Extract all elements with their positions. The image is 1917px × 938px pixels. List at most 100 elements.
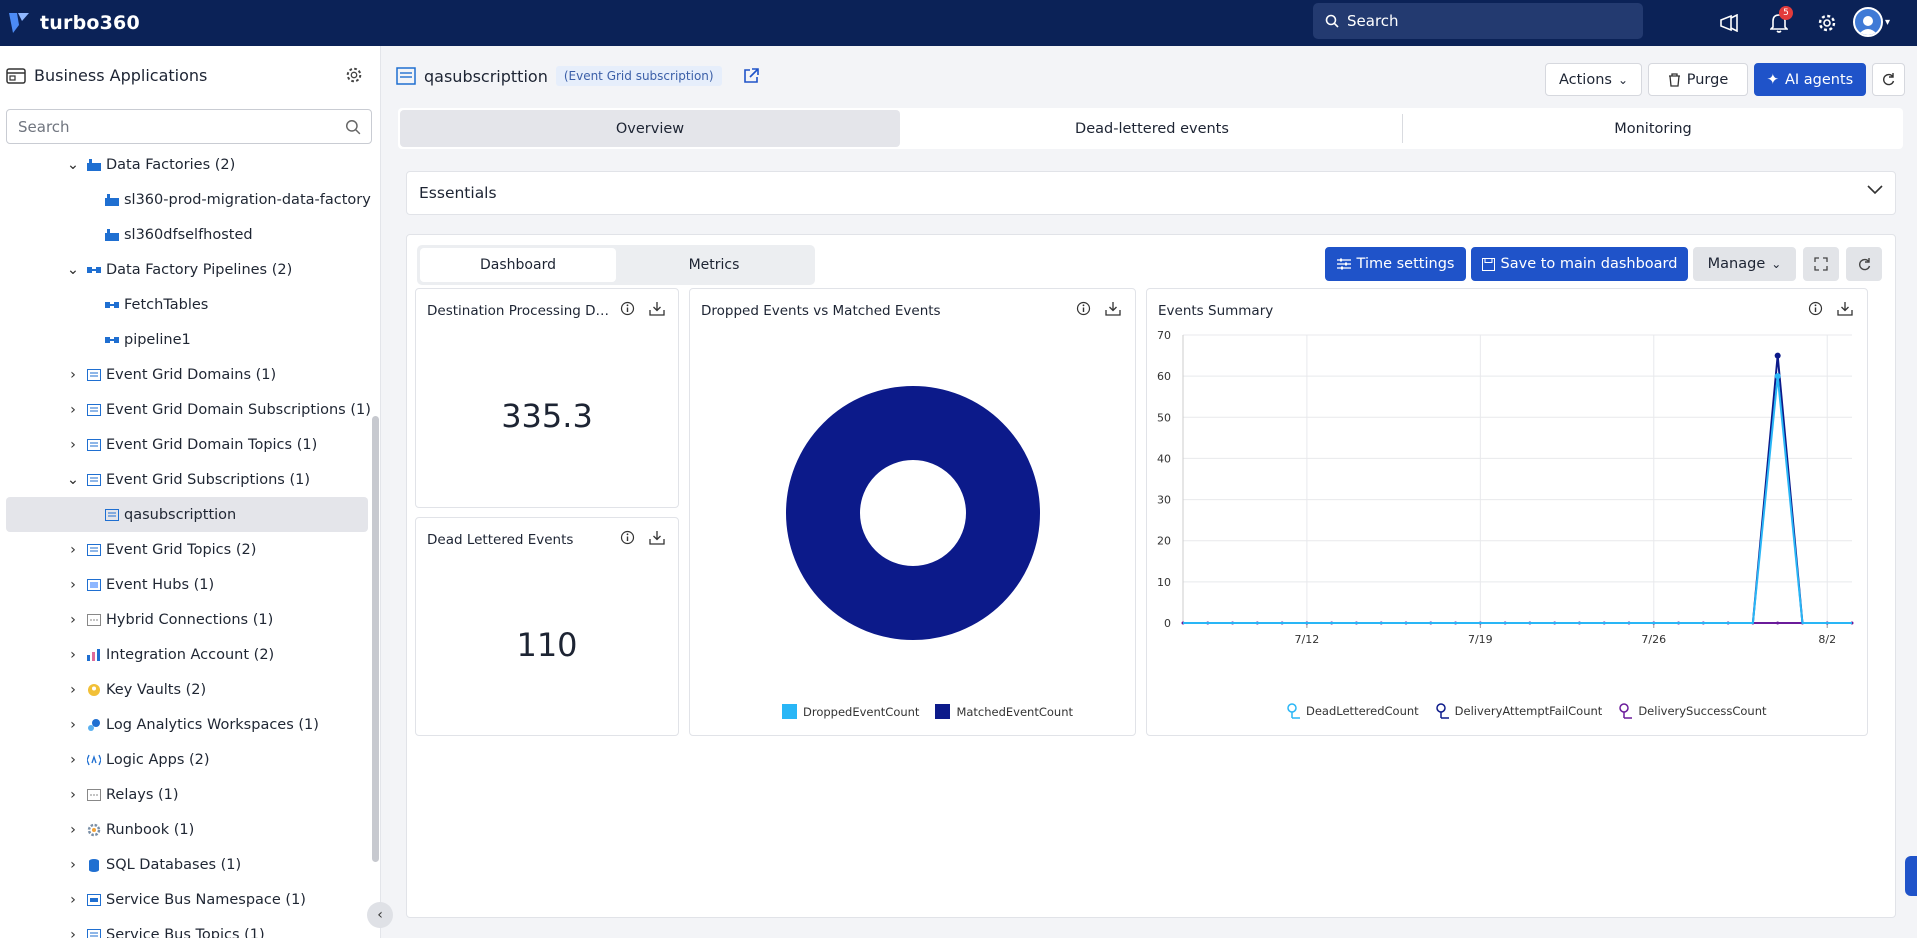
dead-lettered-events-card: Dead Lettered Events 110 (415, 517, 679, 736)
sidebar-search-input[interactable]: Search (6, 109, 372, 144)
actions-dropdown[interactable]: Actions ⌄ (1545, 63, 1642, 96)
time-settings-button[interactable]: Time settings (1325, 247, 1466, 281)
tab-divider (1402, 114, 1403, 143)
notifications-button[interactable]: 5 (1764, 6, 1794, 38)
tree-item-data-factories[interactable]: ⌄ Data Factories (2) (66, 147, 235, 182)
chevron-right-icon[interactable]: › (70, 821, 76, 838)
tree-item-data-factory-pipelines[interactable]: ⌄ Data Factory Pipelines (2) (66, 252, 292, 287)
sidebar-settings-button[interactable] (345, 66, 363, 88)
save-to-main-dashboard-button[interactable]: Save to main dashboard (1471, 247, 1688, 281)
tree-item-relays[interactable]: › Relays (1) (66, 777, 178, 812)
tree-item-pipeline1[interactable]: pipeline1 (98, 322, 191, 357)
chevron-right-icon[interactable]: › (70, 541, 76, 558)
legend-label-matched: MatchedEventCount (956, 704, 1073, 719)
chevron-right-icon[interactable]: › (70, 576, 76, 593)
tree-item-hybrid-connections[interactable]: › Hybrid Connections (1) (66, 602, 273, 637)
tab-dead-lettered-events[interactable]: Dead-lettered events (1075, 120, 1229, 137)
chevron-right-icon[interactable]: › (70, 856, 76, 873)
chevron-right-icon[interactable]: › (70, 436, 76, 453)
tree-item-service-bus-topics[interactable]: › Service Bus Topics (1) (66, 917, 265, 938)
chevron-down-icon[interactable]: ⌄ (66, 156, 80, 173)
chevron-down-icon[interactable]: ⌄ (66, 261, 80, 278)
service-bus-icon (86, 928, 102, 938)
event-grid-icon (104, 508, 120, 522)
refresh-button[interactable] (1872, 63, 1905, 96)
tab-overview[interactable]: Overview (400, 110, 900, 147)
card-actions (1076, 301, 1121, 320)
tree-item-event-grid-domain-subscriptions[interactable]: › Event Grid Domain Subscriptions (1) (66, 392, 371, 427)
app-logo[interactable]: turbo360 (8, 11, 140, 35)
user-avatar-button[interactable]: ▾ (1853, 4, 1891, 40)
info-icon[interactable] (1076, 301, 1091, 320)
side-panel-toggle[interactable] (1905, 856, 1917, 896)
tree-item-service-bus-namespace[interactable]: › Service Bus Namespace (1) (66, 882, 306, 917)
tree-item-label: Service Bus Topics (1) (106, 926, 265, 938)
resource-tabs: Overview Dead-lettered events Monitoring (398, 108, 1903, 149)
sparkle-icon: ✦ (1766, 71, 1779, 88)
collapse-sidebar-button[interactable]: ‹ (367, 902, 393, 928)
tree-item-event-grid-subscriptions[interactable]: ⌄ Event Grid Subscriptions (1) (66, 462, 310, 497)
y-tick-label: 70 (1157, 329, 1171, 342)
tree-item-qasubscripttion[interactable]: qasubscripttion (6, 497, 368, 532)
tree-item-integration-account[interactable]: › Integration Account (2) (66, 637, 274, 672)
download-icon[interactable] (649, 530, 665, 549)
tree-item-label: Event Hubs (1) (106, 576, 215, 593)
chevron-right-icon[interactable]: › (70, 926, 76, 938)
external-link-icon[interactable] (742, 67, 760, 85)
download-icon[interactable] (1105, 301, 1121, 320)
info-icon[interactable] (620, 301, 635, 320)
download-icon[interactable] (649, 301, 665, 320)
runbook-icon (86, 823, 102, 837)
chevron-right-icon[interactable]: › (70, 401, 76, 418)
sidebar-scrollbar[interactable] (372, 416, 379, 862)
tree-item-runbook[interactable]: › Runbook (1) (66, 812, 194, 847)
dashboard-refresh-button[interactable] (1846, 247, 1882, 281)
tab-monitoring[interactable]: Monitoring (1614, 120, 1692, 137)
tree-item-key-vaults[interactable]: › Key Vaults (2) (66, 672, 206, 707)
essentials-section[interactable]: Essentials (406, 171, 1896, 215)
chevron-right-icon[interactable]: › (70, 751, 76, 768)
tree-item-log-analytics-workspaces[interactable]: › Log Analytics Workspaces (1) (66, 707, 319, 742)
subtab-dashboard[interactable]: Dashboard (420, 248, 616, 282)
event-grid-icon (86, 543, 102, 557)
tree-item-event-grid-topics[interactable]: › Event Grid Topics (2) (66, 532, 256, 567)
tree-item-logic-apps[interactable]: › Logic Apps (2) (66, 742, 209, 777)
chevron-right-icon[interactable]: › (70, 366, 76, 383)
tree-item-event-grid-domains[interactable]: › Event Grid Domains (1) (66, 357, 276, 392)
event-grid-icon (86, 403, 102, 417)
ai-agents-label: AI agents (1784, 71, 1854, 88)
info-icon[interactable] (620, 530, 635, 549)
tree-item-label: Event Grid Subscriptions (1) (106, 471, 310, 488)
chevron-right-icon[interactable]: › (70, 611, 76, 628)
chevron-right-icon[interactable]: › (70, 681, 76, 698)
fullscreen-button[interactable] (1803, 247, 1839, 281)
tree-item-sl360-prod-migration-data-factory[interactable]: sl360-prod-migration-data-factory (98, 182, 371, 217)
tree-item-event-grid-domain-topics[interactable]: › Event Grid Domain Topics (1) (66, 427, 317, 462)
settings-button[interactable] (1812, 8, 1842, 38)
tree-item-sql-databases[interactable]: › SQL Databases (1) (66, 847, 241, 882)
chevron-down-icon[interactable]: ⌄ (66, 471, 80, 488)
brand-name: turbo360 (40, 12, 140, 34)
chevron-right-icon[interactable]: › (70, 786, 76, 803)
announcements-button[interactable] (1715, 8, 1745, 38)
trash-icon (1668, 72, 1680, 87)
resource-name: qasubscripttion (424, 66, 548, 86)
download-icon[interactable] (1837, 301, 1853, 320)
tree-item-fetchtables[interactable]: FetchTables (98, 287, 208, 322)
card-title: Dropped Events vs Matched Events (701, 303, 941, 319)
purge-button[interactable]: Purge (1648, 63, 1748, 96)
dashboard-panel: Dashboard Metrics Time settings Save to … (406, 234, 1896, 918)
chevron-right-icon[interactable]: › (70, 716, 76, 733)
global-search-input[interactable]: Search (1313, 3, 1643, 39)
chevron-right-icon[interactable]: › (70, 646, 76, 663)
tree-item-label: Runbook (1) (106, 821, 195, 838)
info-icon[interactable] (1808, 301, 1823, 320)
essentials-label: Essentials (419, 184, 497, 202)
chevron-right-icon[interactable]: › (70, 891, 76, 908)
tree-item-sl360dfselfhosted[interactable]: sl360dfselfhosted (98, 217, 253, 252)
series-line-deliveryattemptfailcount (1183, 355, 1852, 624)
ai-agents-button[interactable]: ✦ AI agents (1754, 63, 1866, 96)
subtab-metrics[interactable]: Metrics (688, 257, 740, 273)
tree-item-event-hubs[interactable]: › Event Hubs (1) (66, 567, 214, 602)
manage-dropdown[interactable]: Manage ⌄ (1693, 247, 1796, 281)
